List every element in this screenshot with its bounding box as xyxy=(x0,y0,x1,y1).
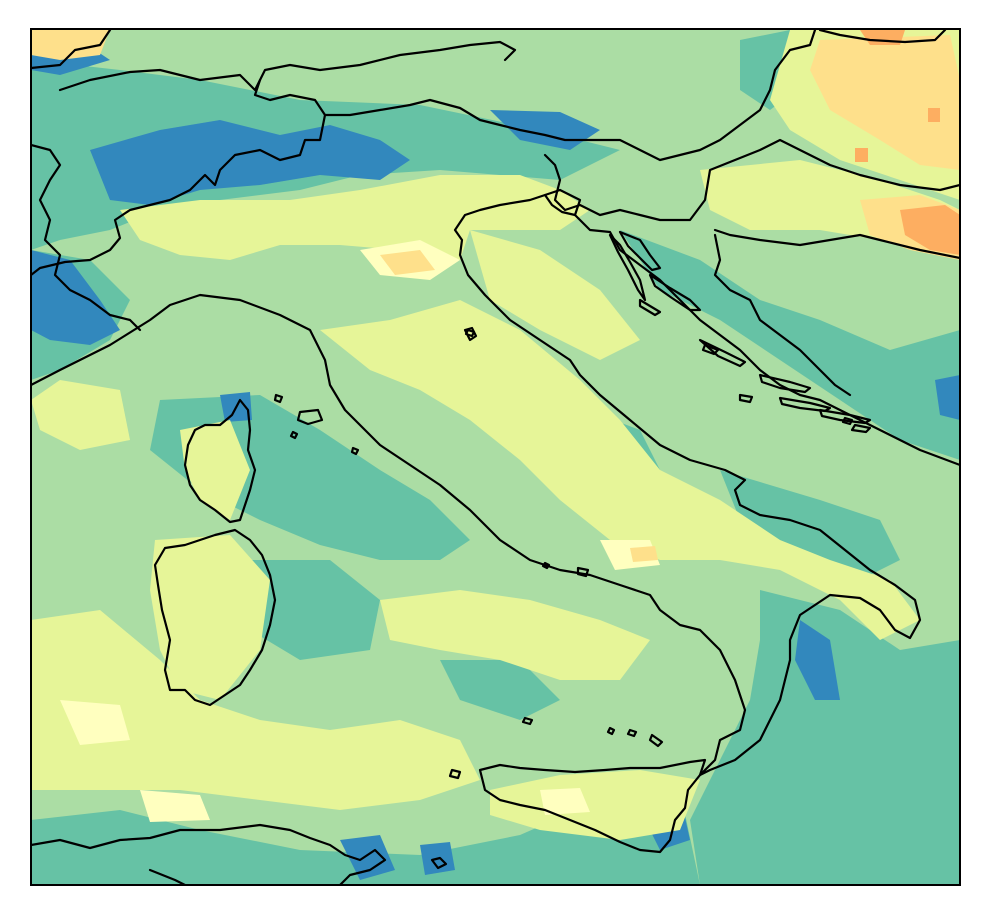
istria xyxy=(543,193,577,217)
island-ustica xyxy=(521,716,534,726)
island-eolie-3 xyxy=(648,733,664,748)
field-teal xyxy=(31,30,960,885)
island-small-1 xyxy=(638,298,662,317)
border-croatia xyxy=(713,228,960,260)
sicily xyxy=(478,758,707,854)
island-vis xyxy=(738,393,754,404)
italy-coast xyxy=(31,188,922,777)
island-pantelleria xyxy=(430,856,448,870)
island-lastovo xyxy=(841,416,854,426)
border-top-right xyxy=(818,29,947,44)
border-alps xyxy=(31,143,142,332)
island-gorgona xyxy=(289,430,299,440)
island-brac xyxy=(758,373,812,394)
island-egadi xyxy=(448,768,462,780)
border-swiss-north xyxy=(31,29,112,70)
field-deep-blue xyxy=(31,30,960,880)
field-orange xyxy=(855,30,960,255)
border-swiss xyxy=(58,40,517,92)
island-capraia xyxy=(273,393,284,404)
border-austria xyxy=(323,29,817,162)
africa-coast-2 xyxy=(148,868,187,885)
africa-coast xyxy=(31,823,387,885)
corsica xyxy=(183,398,257,524)
coastlines xyxy=(31,29,960,885)
island-giglio xyxy=(350,446,360,456)
island-ponza xyxy=(541,561,551,570)
island-ischia xyxy=(576,566,590,578)
island-mljet xyxy=(850,423,872,434)
elba xyxy=(296,408,324,426)
island-eolie-2 xyxy=(626,728,638,738)
border-slovenia xyxy=(543,138,960,222)
raster-field xyxy=(31,29,960,885)
island-eolie-1 xyxy=(606,726,616,736)
island-cres xyxy=(608,233,647,302)
lake-garda xyxy=(463,326,478,342)
island-small-2 xyxy=(701,343,720,356)
island-pag xyxy=(648,273,702,312)
sardinia xyxy=(153,528,277,707)
croatia-coast xyxy=(558,188,960,467)
island-krk xyxy=(618,230,662,272)
border-italy-swiss xyxy=(31,78,327,277)
island-korcula xyxy=(818,408,872,425)
plot-border xyxy=(30,28,961,886)
field-pale-yellow xyxy=(31,30,960,840)
bosnia-border xyxy=(713,233,852,397)
